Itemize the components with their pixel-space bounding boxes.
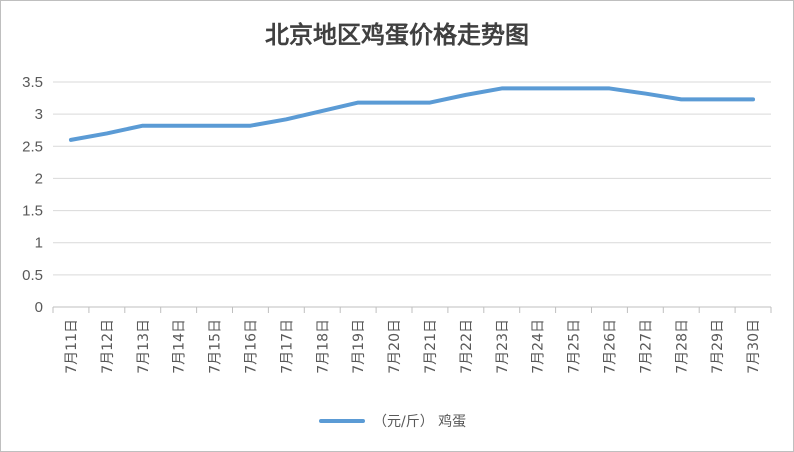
x-tick-label: 7月29日	[710, 319, 726, 374]
x-tick-label: 7月18日	[315, 319, 331, 374]
y-tick-label: 2.5	[22, 138, 43, 155]
y-tick-label: 3	[35, 106, 43, 123]
y-tick-label: 3.5	[22, 74, 43, 91]
legend: （元/斤） 鸡蛋	[319, 411, 466, 431]
legend-swatch	[319, 419, 365, 423]
y-tick-label: 0	[35, 299, 43, 316]
y-tick-label: 0.5	[22, 267, 43, 284]
legend-label: （元/斤） 鸡蛋	[373, 414, 467, 430]
x-tick-label: 7月15日	[208, 319, 224, 374]
x-tick-label: 7月22日	[459, 319, 475, 374]
x-tick-label: 7月12日	[100, 319, 116, 374]
x-tick-label: 7月19日	[351, 319, 367, 374]
x-tick-label: 7月23日	[495, 319, 511, 374]
x-tick-label: 7月25日	[567, 319, 583, 374]
x-tick-label: 7月17日	[279, 319, 295, 374]
y-tick-label: 1.5	[22, 203, 43, 220]
x-tick-label: 7月13日	[136, 319, 152, 374]
y-tick-label: 2	[35, 170, 43, 187]
y-tick-label: 1	[35, 235, 43, 252]
x-tick-label: 7月11日	[64, 319, 80, 374]
x-tick-label: 7月26日	[602, 319, 618, 374]
x-tick-label: 7月27日	[638, 319, 654, 374]
x-tick-label: 7月16日	[243, 319, 259, 374]
x-tick-label: 7月30日	[746, 319, 762, 374]
x-tick-label: 7月24日	[531, 319, 547, 374]
x-tick-label: 7月14日	[172, 319, 188, 374]
x-tick-label: 7月21日	[423, 319, 439, 374]
series-line-0	[68, 86, 756, 142]
x-tick-label: 7月20日	[387, 319, 403, 374]
x-tick-label: 7月28日	[674, 319, 690, 374]
chart-title: 北京地区鸡蛋价格走势图	[265, 21, 529, 49]
